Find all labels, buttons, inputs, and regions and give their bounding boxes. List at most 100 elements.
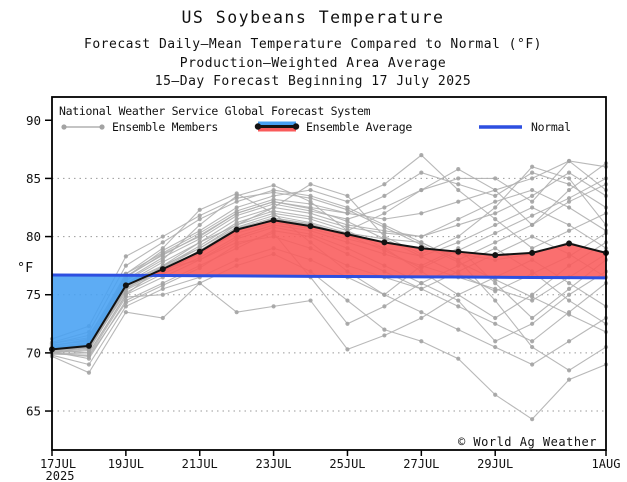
ensemble-member-point xyxy=(308,196,313,201)
x-axis-tick-label: 25JUL xyxy=(329,457,365,471)
ensemble-member-point xyxy=(530,294,535,300)
y-axis-tick-label: 65 xyxy=(26,404,41,419)
ensemble-member-point xyxy=(308,298,313,303)
ensemble-member-point xyxy=(160,283,165,288)
ensemble-member-point xyxy=(197,240,202,245)
ensemble-member-point xyxy=(123,304,128,309)
ensemble-member-line xyxy=(51,201,607,347)
ensemble-member-point xyxy=(530,213,535,218)
cool-anomaly-fill xyxy=(52,274,149,350)
ensemble-member-point xyxy=(86,362,92,367)
ensemble-member-point xyxy=(530,205,535,210)
ensemble-member-point xyxy=(566,170,572,175)
ensemble-member-point xyxy=(419,280,424,286)
ensemble-member-point xyxy=(530,417,535,422)
ensemble-member-point xyxy=(123,292,128,297)
ensemble-member-point xyxy=(419,339,424,344)
ensemble-member-point xyxy=(197,236,202,241)
ensemble-member-point xyxy=(271,205,276,210)
x-axis-tick-label: 1AUG xyxy=(592,457,621,471)
ensemble-member-point xyxy=(271,193,276,198)
ensemble-members-legend-icon xyxy=(61,124,105,130)
ensemble-member-point xyxy=(456,199,461,204)
ensemble-member-point xyxy=(382,225,387,230)
ensemble-member-point xyxy=(382,292,387,297)
ensemble-member-point xyxy=(493,339,498,344)
ensemble-member-point xyxy=(271,183,276,188)
ensemble-member-point xyxy=(308,214,313,219)
ensemble-member-point xyxy=(493,246,498,251)
legend-members-label: Ensemble Members xyxy=(112,120,218,134)
chart-subtitle-comparison: Forecast Daily–Mean Temperature Compared… xyxy=(84,37,542,52)
ensemble-member-point xyxy=(530,344,535,350)
ensemble-average-point xyxy=(455,248,462,255)
ensemble-member-point xyxy=(566,339,572,344)
ensemble-member-point xyxy=(197,233,202,238)
ensemble-member-point xyxy=(160,292,165,297)
ensemble-member-point xyxy=(493,315,498,321)
y-axis-tick-label: 85 xyxy=(26,171,41,186)
ensemble-member-point xyxy=(566,187,572,193)
ensemble-member-point xyxy=(493,230,498,236)
ensemble-member-point xyxy=(234,205,239,210)
ensemble-member-point xyxy=(345,225,350,230)
chart-title: US Soybeans Temperature xyxy=(182,8,445,27)
ensemble-average-point xyxy=(381,239,388,246)
ensemble-member-point xyxy=(234,211,239,216)
ensemble-member-point xyxy=(86,370,92,375)
ensemble-member-point xyxy=(382,230,387,236)
chart-subtitle-period: 15–Day Forecast Beginning 17 July 2025 xyxy=(155,74,471,89)
ensemble-member-point xyxy=(566,298,572,303)
y-axis-tick-label: 70 xyxy=(26,345,41,360)
ensemble-member-point xyxy=(419,187,424,193)
ensemble-member-point xyxy=(234,191,239,196)
y-axis-unit-label: °F xyxy=(17,260,33,276)
ensemble-member-point xyxy=(123,300,128,305)
x-axis-tick-label: 29JUL xyxy=(477,457,513,471)
ensemble-member-point xyxy=(345,199,350,204)
legend-normal-label: Normal xyxy=(531,120,571,134)
ensemble-member-point xyxy=(566,312,572,317)
legend: National Weather Service Global Forecast… xyxy=(59,104,571,134)
ensemble-member-point xyxy=(530,193,535,198)
ensemble-member-point xyxy=(456,304,461,309)
ensemble-member-point xyxy=(456,217,461,222)
ensemble-member-point xyxy=(197,243,202,248)
ensemble-member-point xyxy=(160,240,165,245)
ensemble-member-point xyxy=(530,170,535,175)
ensemble-member-point xyxy=(566,286,572,292)
ensemble-member-point xyxy=(493,211,498,216)
ensemble-member-point xyxy=(234,196,239,201)
ensemble-member-point xyxy=(345,347,350,352)
ensemble-member-point xyxy=(566,196,572,201)
ensemble-member-point xyxy=(456,187,461,193)
ensemble-member-point xyxy=(566,228,572,233)
x-axis-tick-label: 23JUL xyxy=(256,457,292,471)
ensemble-member-point xyxy=(456,356,461,361)
ensemble-average-point xyxy=(307,223,314,230)
ensemble-member-point xyxy=(308,187,313,193)
ensemble-member-point xyxy=(566,292,572,297)
ensemble-member-point xyxy=(456,182,461,187)
ensemble-member-point xyxy=(493,187,498,193)
ensemble-member-point xyxy=(308,201,313,207)
ensemble-member-point xyxy=(566,199,572,204)
ensemble-average-point xyxy=(196,248,203,255)
ensemble-member-point xyxy=(382,304,387,309)
ensemble-member-point xyxy=(345,219,350,224)
ensemble-member-point xyxy=(566,280,572,286)
ensemble-member-point xyxy=(197,280,202,286)
ensemble-average-point xyxy=(418,245,425,252)
ensemble-member-point xyxy=(345,211,350,216)
ensemble-average-point xyxy=(85,342,92,349)
ensemble-member-line xyxy=(51,168,607,348)
ensemble-member-point xyxy=(530,164,535,169)
ensemble-member-point xyxy=(493,222,498,228)
ensemble-member-point xyxy=(530,234,535,239)
y-axis-tick-label: 90 xyxy=(26,113,41,128)
ensemble-average-legend-icon xyxy=(254,121,300,132)
ensemble-member-point xyxy=(493,199,498,204)
ensemble-member-point xyxy=(382,182,387,187)
ensemble-member-line xyxy=(51,191,607,340)
